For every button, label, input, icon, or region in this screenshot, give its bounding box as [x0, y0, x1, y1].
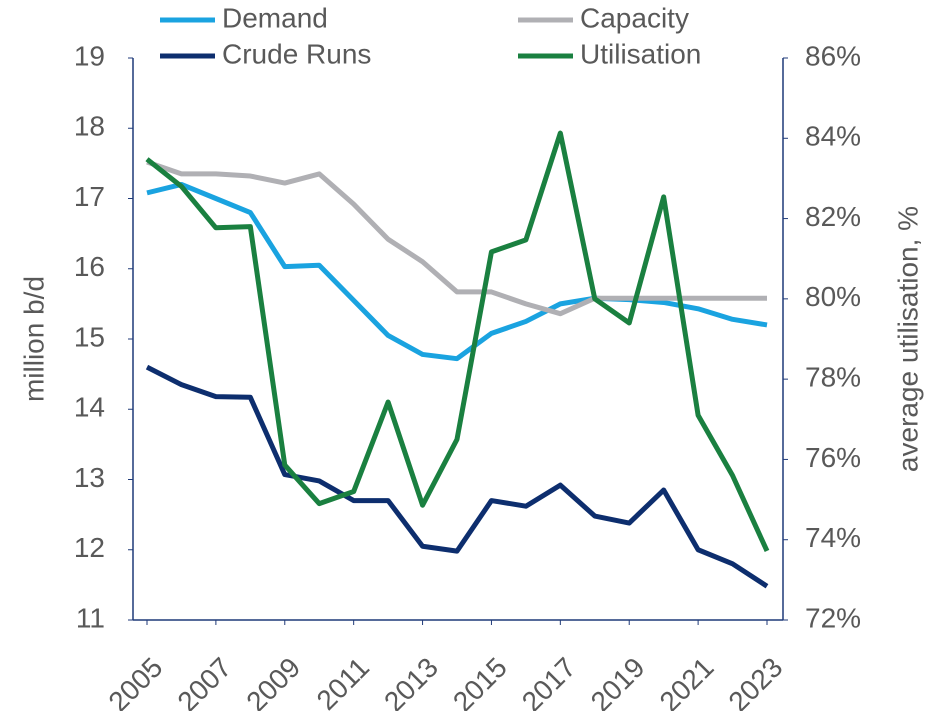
- y2-tick-label: 86%: [805, 40, 861, 71]
- y-tick-label: 17: [74, 181, 105, 212]
- x-tick-label: 2011: [311, 652, 376, 711]
- y-tick-label: 12: [74, 532, 105, 563]
- series-line: [145, 130, 770, 552]
- legend-label: Capacity: [580, 2, 689, 33]
- y-tick-label: 16: [74, 251, 105, 282]
- x-tick-label: 2017: [516, 652, 582, 711]
- y-tick-label: 19: [74, 40, 105, 71]
- y-tick-label: 14: [74, 392, 105, 423]
- x-tick-label: 2013: [378, 652, 444, 711]
- legend-label: Demand: [222, 2, 328, 33]
- series-line: [146, 181, 768, 362]
- y-tick-label: 15: [74, 321, 105, 352]
- y2-tick-label: 82%: [805, 201, 861, 232]
- series-line: [146, 159, 767, 317]
- y-tick-label: 11: [76, 602, 105, 633]
- legend-label: Utilisation: [580, 38, 701, 69]
- x-tick-label: 2021: [654, 652, 720, 711]
- y2-axis-label: average utilisation, %: [892, 206, 923, 472]
- x-tick-label: 2015: [447, 652, 513, 711]
- x-tick-label: 2007: [171, 652, 237, 711]
- y-tick-label: 18: [74, 111, 105, 142]
- series-line: [145, 364, 769, 589]
- y-axis-label: million b/d: [18, 276, 49, 402]
- y-tick-label: 13: [74, 462, 105, 493]
- y2-tick-label: 74%: [805, 522, 861, 553]
- x-tick-label: 2023: [722, 652, 788, 711]
- y2-tick-label: 72%: [805, 602, 861, 633]
- legend-label: Crude Runs: [222, 38, 371, 69]
- y2-tick-label: 80%: [805, 281, 861, 312]
- y2-tick-label: 76%: [805, 442, 861, 473]
- x-tick-label: 2019: [585, 652, 651, 711]
- y2-tick-label: 78%: [805, 362, 861, 393]
- y2-tick-label: 84%: [805, 121, 861, 152]
- x-tick-label: 2005: [102, 652, 168, 711]
- x-tick-label: 2009: [240, 652, 306, 711]
